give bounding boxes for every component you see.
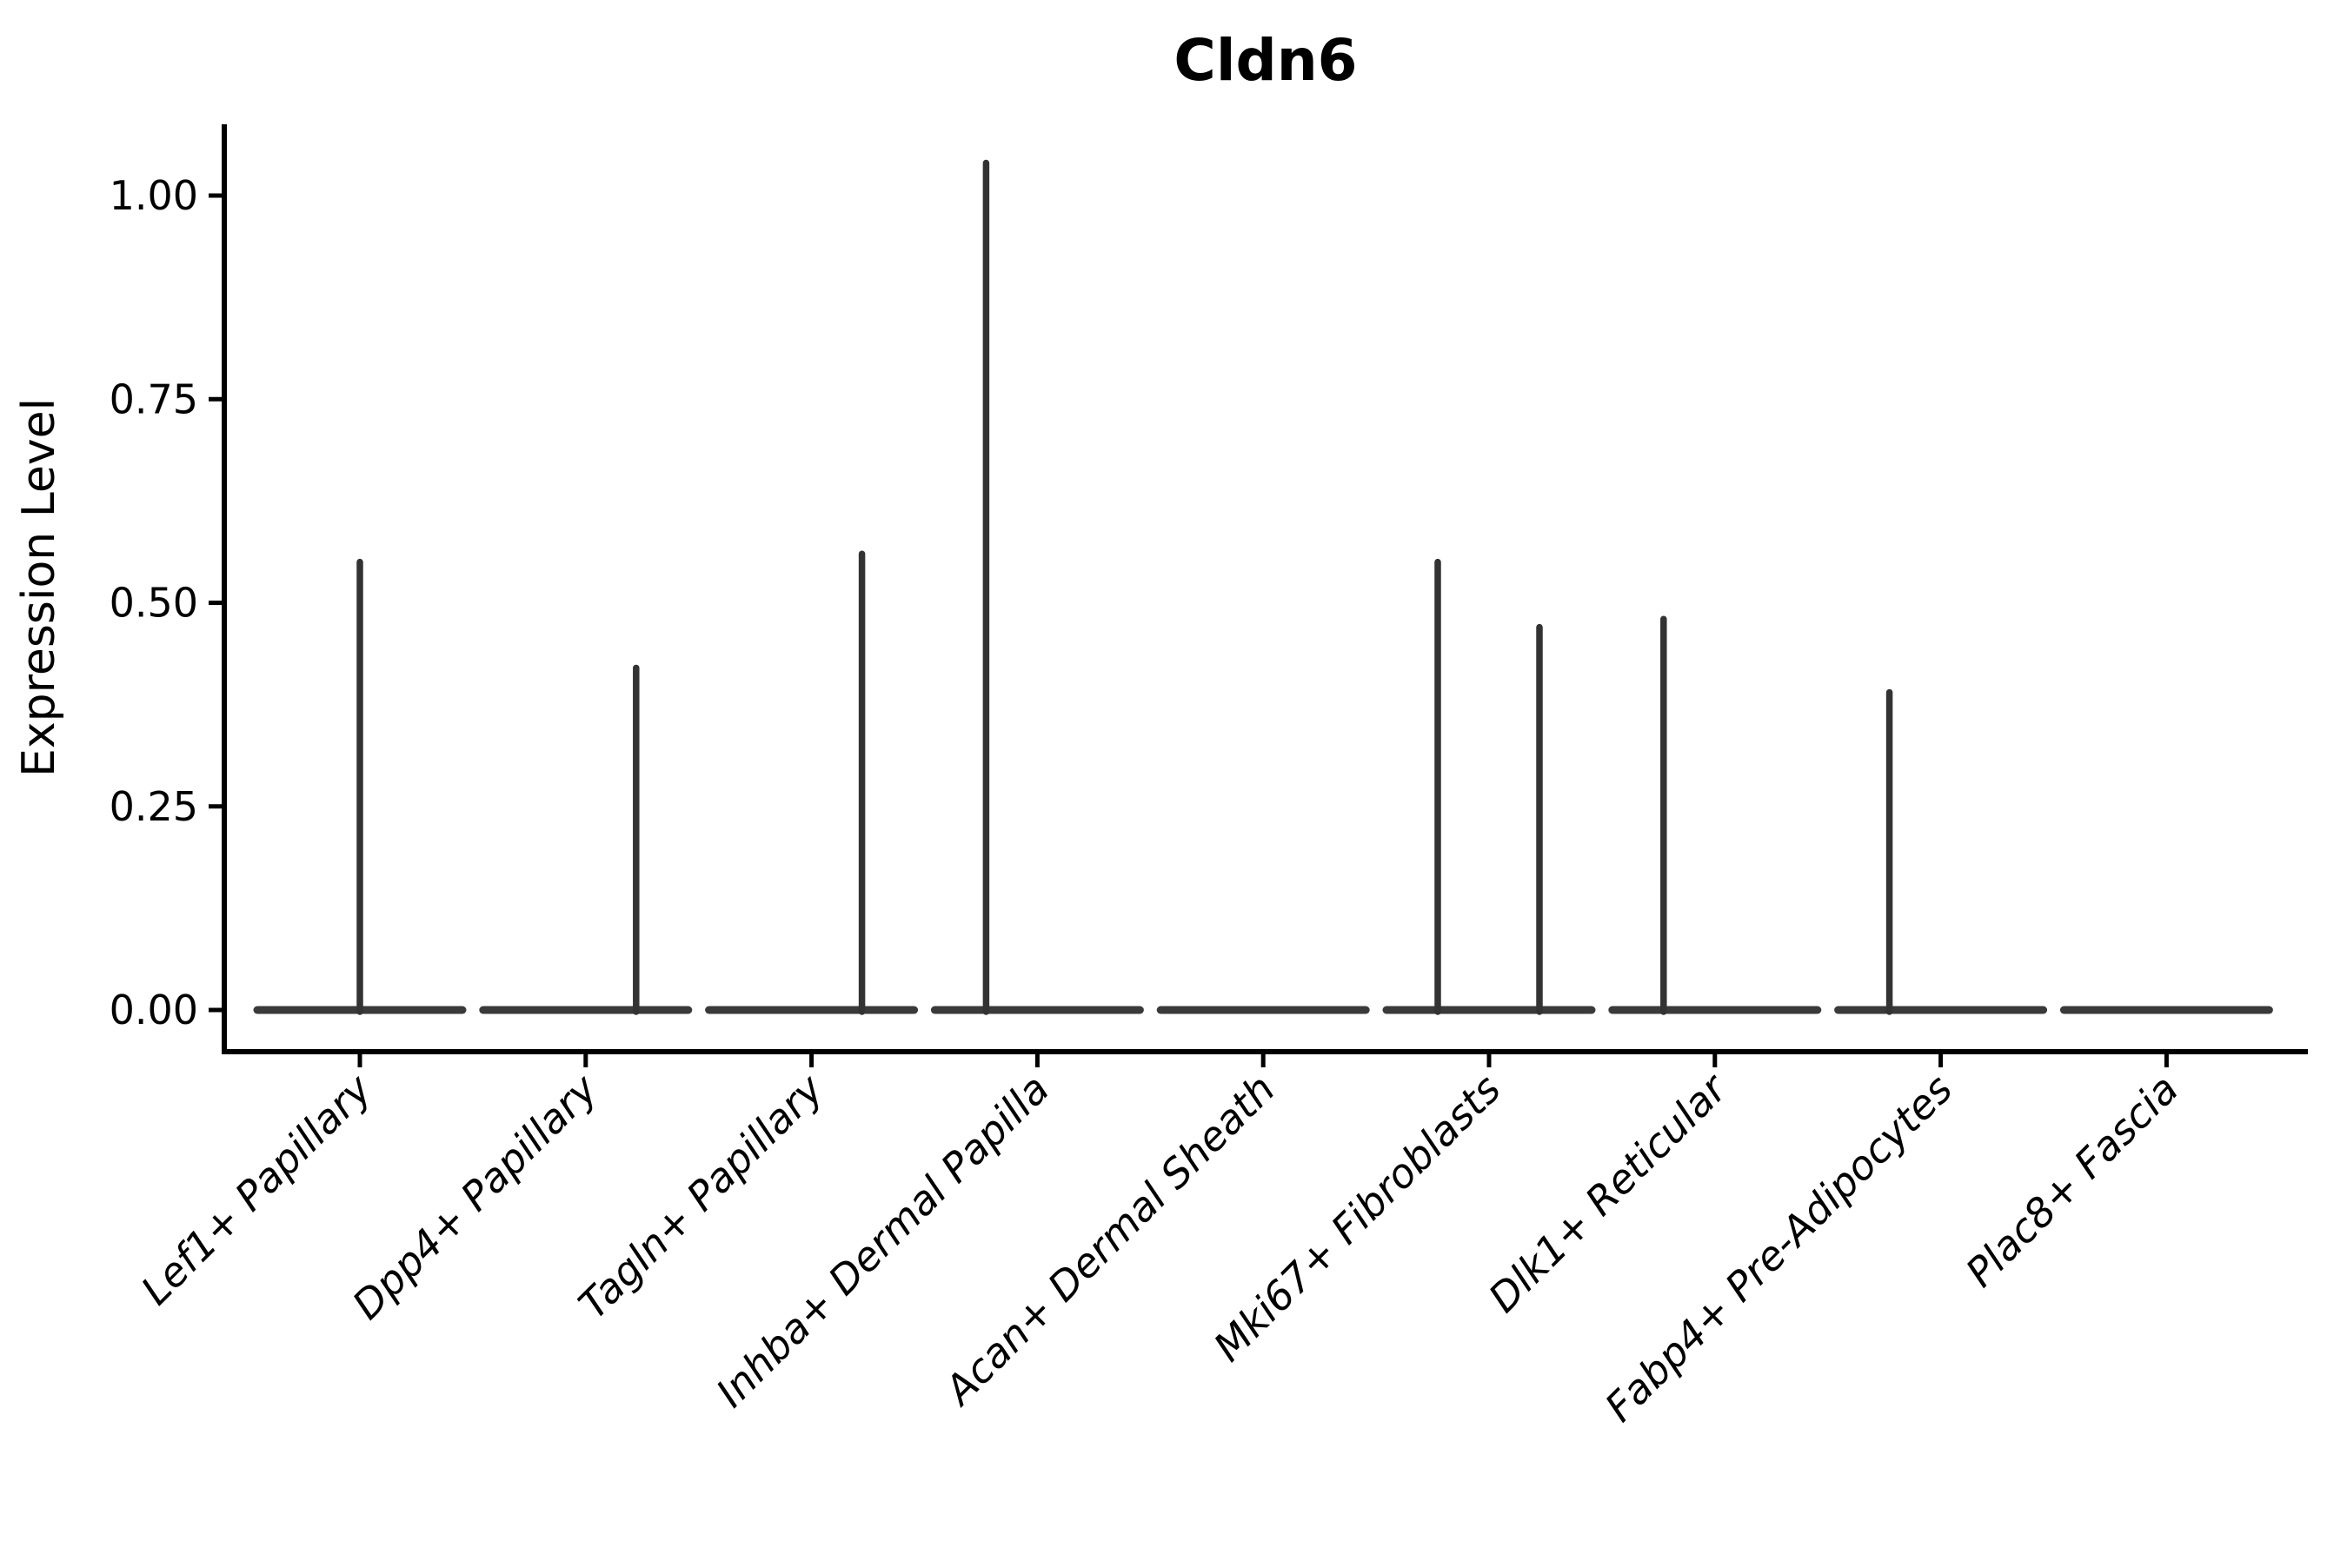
x-tick-label: Dlk1+ Reticular bbox=[1479, 1063, 1738, 1321]
x-tick-label: Dpp4+ Papillary bbox=[343, 1065, 607, 1328]
chart-title: Cldn6 bbox=[1174, 27, 1357, 94]
y-tick-label: 0.25 bbox=[110, 783, 198, 830]
y-tick-label: 0.50 bbox=[110, 580, 198, 627]
x-tick-label: Tagln+ Papillary bbox=[569, 1065, 833, 1328]
y-tick-label: 0.75 bbox=[110, 375, 198, 422]
plot-area: 0.00 0.25 0.50 0.75 1.00 Lef1+ PapillaryDpp4+… bbox=[110, 124, 2308, 1431]
y-tick-label: 1.00 bbox=[110, 172, 198, 219]
x-tick-label: Plac8+ Fascia bbox=[1957, 1066, 2187, 1296]
y-tick-label: 0.00 bbox=[110, 987, 198, 1033]
x-tick-label: Lef1+ Papillary bbox=[132, 1065, 381, 1313]
y-axis-title: Expression Level bbox=[13, 398, 65, 777]
